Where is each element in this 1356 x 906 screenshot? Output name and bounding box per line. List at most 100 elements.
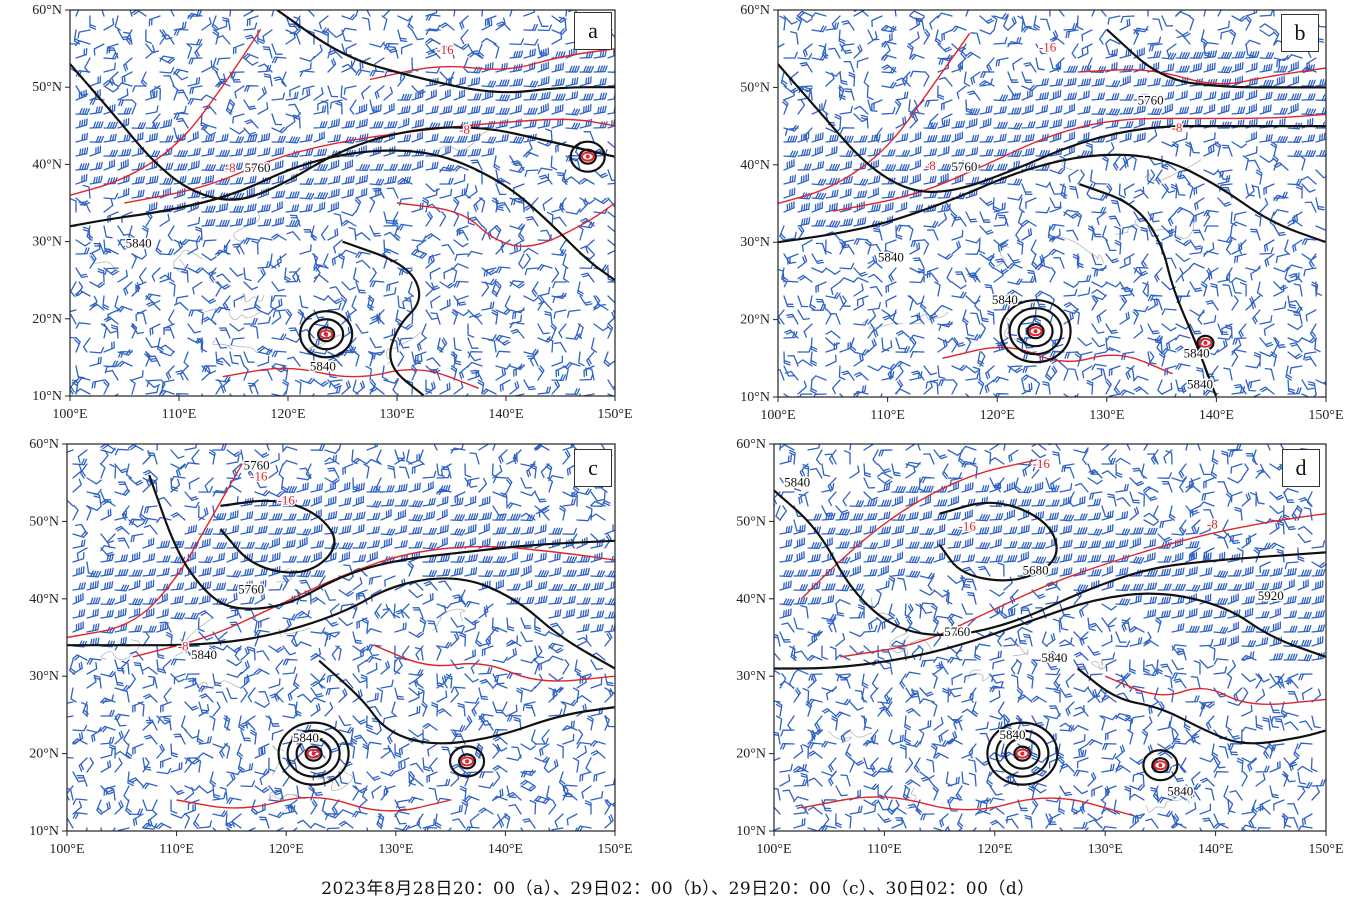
wind-barb (853, 319, 869, 326)
wind-barb (1049, 118, 1063, 129)
wind-barb (324, 542, 340, 550)
wind-barb (1073, 554, 1088, 563)
wind-barb (321, 100, 329, 115)
wind-barb (1227, 609, 1241, 619)
wind-barb (1091, 253, 1103, 266)
wind-barb (1273, 337, 1286, 349)
wind-barb (229, 323, 245, 332)
wind-barb (537, 76, 550, 87)
wind-barb (1161, 183, 1176, 194)
wind-barb (274, 827, 284, 831)
wind-barb (783, 331, 798, 339)
wind-barb (173, 240, 183, 255)
wind-barb (296, 570, 312, 578)
wind-barb (464, 617, 480, 626)
figure-caption: 2023年8月28日20：00（a）、29日02：00（b）、29日20：00（… (321, 879, 1035, 899)
wind-barb (593, 444, 606, 451)
wind-barb (1225, 324, 1233, 339)
wind-barb (1101, 540, 1116, 549)
wind-barb (849, 565, 861, 577)
wind-barb (1132, 813, 1145, 824)
wind-barb (1217, 236, 1233, 243)
wind-barb (1299, 720, 1313, 731)
height-contour (148, 474, 615, 610)
wind-barb (356, 259, 371, 269)
wind-barb (1101, 825, 1117, 831)
wind-barb (534, 645, 543, 661)
wind-barb (590, 740, 606, 747)
wind-barb (1259, 247, 1274, 255)
wind-barb (143, 734, 158, 745)
wind-barb (226, 583, 241, 591)
wind-barb (387, 464, 396, 479)
wind-barb (422, 481, 434, 493)
wind-barb (355, 174, 369, 185)
wind-barb (911, 314, 925, 325)
wind-barb (1219, 169, 1233, 179)
wind-barb (1119, 120, 1134, 129)
wind-barb (774, 827, 781, 831)
wind-barb (919, 495, 932, 507)
wind-barb (906, 43, 914, 59)
wind-barb (386, 187, 399, 199)
wind-barb (537, 24, 553, 32)
wind-barb (909, 337, 917, 353)
wind-barb (436, 495, 449, 507)
wind-barb (1288, 757, 1299, 772)
wind-barb (114, 608, 127, 619)
wind-barb (453, 105, 467, 115)
wind-barb (1255, 673, 1263, 689)
wind-barb (453, 76, 467, 87)
wind-barb (436, 675, 447, 689)
wind-barb (184, 729, 199, 739)
wind-barb (196, 337, 204, 353)
lon-tick-label: 110°E (159, 842, 194, 857)
wind-barb (961, 708, 977, 717)
wind-barb (891, 640, 907, 647)
wind-barb (1049, 132, 1062, 143)
wind-barb (1133, 29, 1140, 45)
wind-barb (325, 813, 340, 821)
wind-barb (1287, 264, 1303, 271)
wind-barb (1270, 141, 1278, 157)
wind-barb (117, 238, 133, 246)
wind-barb (910, 351, 925, 358)
wind-barb (579, 177, 595, 185)
wind-barb (1129, 594, 1142, 605)
wind-barb (1245, 50, 1260, 59)
wind-barb (481, 80, 497, 88)
wind-barb (464, 795, 480, 803)
wind-barb (807, 750, 823, 759)
wind-barb (492, 683, 508, 689)
wind-barb (1101, 457, 1116, 465)
wind-barb (1049, 183, 1061, 195)
wind-barb (975, 556, 991, 564)
wind-barb (1270, 715, 1285, 724)
wind-barb (1250, 267, 1261, 281)
wind-barb (884, 239, 897, 251)
wind-barb (1247, 379, 1261, 389)
wind-barb (226, 687, 238, 700)
wind-barb (274, 787, 284, 801)
wind-barb (1003, 540, 1018, 549)
wind-barb (509, 104, 523, 115)
wind-barb (863, 477, 876, 489)
wind-barb (979, 15, 995, 24)
wind-barb (1003, 509, 1015, 521)
wind-barb (881, 24, 897, 32)
wind-barb (198, 820, 213, 829)
wind-barb (909, 159, 922, 171)
wind-barb (607, 106, 615, 115)
wind-barb (492, 464, 503, 479)
cyclone-center (1142, 749, 1179, 782)
wind-barb (576, 745, 587, 759)
wind-barb (67, 449, 74, 453)
wind-barb (89, 89, 101, 101)
wind-barb (481, 120, 496, 129)
wind-barb (877, 482, 891, 493)
wind-barb (535, 510, 550, 521)
wind-barb (103, 192, 119, 200)
wind-barb (1007, 41, 1023, 48)
wind-barb (1217, 104, 1230, 115)
temperature-contour (222, 367, 480, 389)
